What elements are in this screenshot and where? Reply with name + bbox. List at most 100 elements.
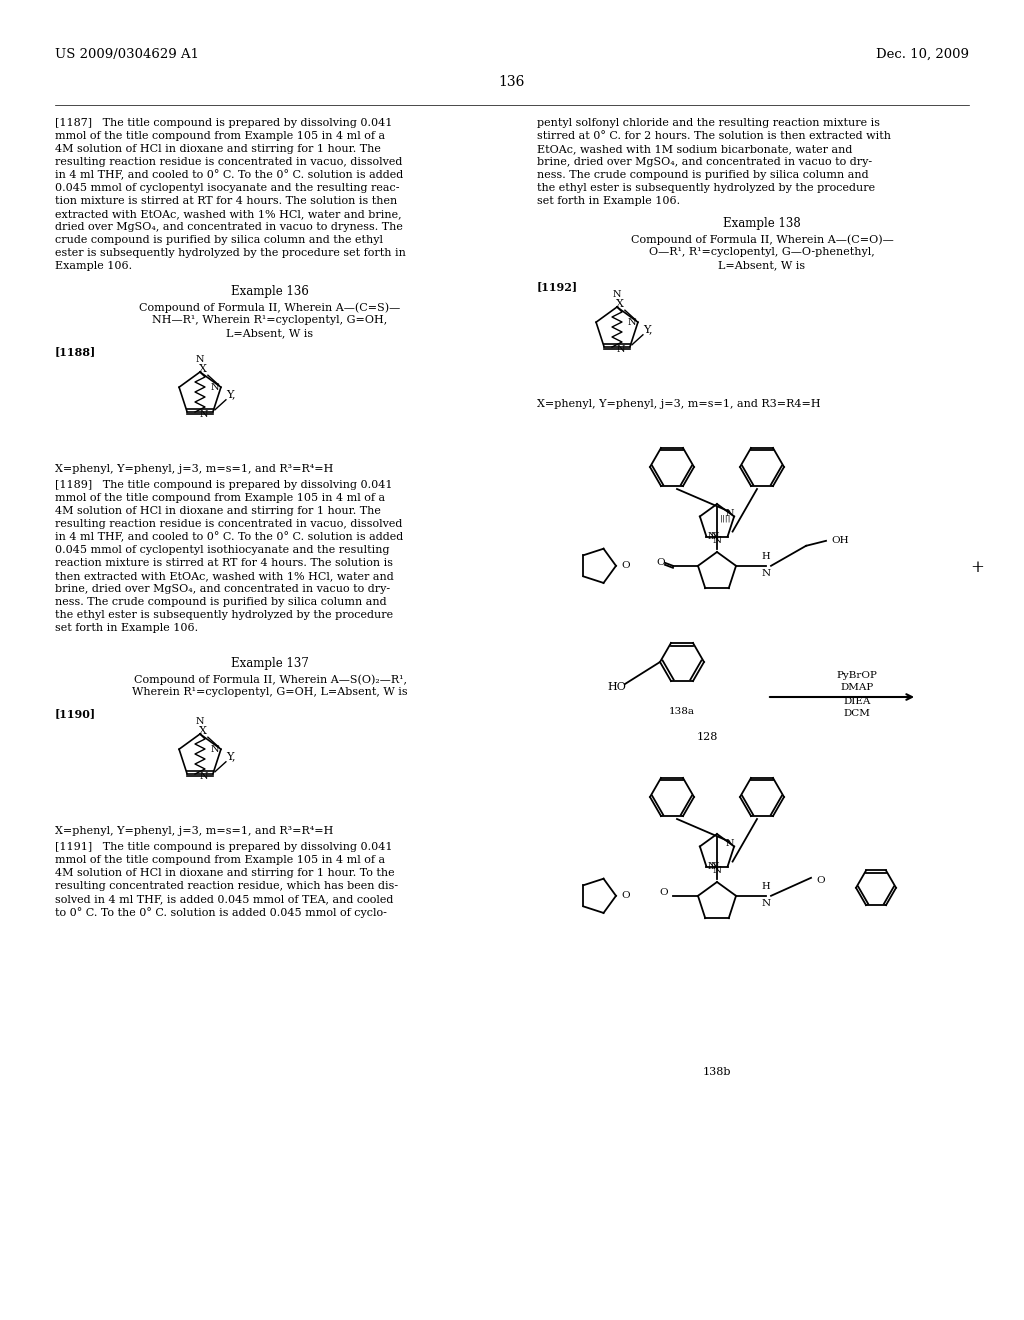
- Text: N: N: [726, 840, 734, 849]
- Text: Example 138: Example 138: [723, 216, 801, 230]
- Text: Wherein R¹=cyclopentyl, G=OH, L=Absent, W is: Wherein R¹=cyclopentyl, G=OH, L=Absent, …: [132, 686, 408, 697]
- Text: [1190]: [1190]: [55, 708, 96, 719]
- Text: NH—R¹, Wherein R¹=cyclopentyl, G=OH,: NH—R¹, Wherein R¹=cyclopentyl, G=OH,: [153, 315, 388, 325]
- Text: N: N: [196, 717, 204, 726]
- Text: N: N: [711, 532, 719, 541]
- Text: US 2009/0304629 A1: US 2009/0304629 A1: [55, 48, 199, 61]
- Text: N: N: [616, 346, 625, 354]
- Text: [1191]   The title compound is prepared by dissolving 0.041: [1191] The title compound is prepared by…: [55, 842, 392, 851]
- Text: N: N: [762, 899, 771, 908]
- Text: N: N: [713, 866, 722, 875]
- Text: Compound of Formula II, Wherein A—(C=S)—: Compound of Formula II, Wherein A—(C=S)—: [139, 302, 400, 313]
- Text: 136: 136: [499, 75, 525, 88]
- Text: 0.045 mmol of cyclopentyl isothiocyanate and the resulting: 0.045 mmol of cyclopentyl isothiocyanate…: [55, 545, 389, 554]
- Text: Compound of Formula II, Wherein A—(C=O)—: Compound of Formula II, Wherein A—(C=O)—: [631, 234, 893, 244]
- Text: crude compound is purified by silica column and the ethyl: crude compound is purified by silica col…: [55, 235, 383, 246]
- Text: 4M solution of HCl in dioxane and stirring for 1 hour. The: 4M solution of HCl in dioxane and stirri…: [55, 144, 381, 154]
- Text: [1192]: [1192]: [537, 281, 579, 292]
- Text: stirred at 0° C. for 2 hours. The solution is then extracted with: stirred at 0° C. for 2 hours. The soluti…: [537, 131, 891, 141]
- Text: mmol of the title compound from Example 105 in 4 ml of a: mmol of the title compound from Example …: [55, 492, 385, 503]
- Text: N: N: [612, 290, 622, 300]
- Text: mmol of the title compound from Example 105 in 4 ml of a: mmol of the title compound from Example …: [55, 855, 385, 865]
- Text: solved in 4 ml THF, is added 0.045 mmol of TEA, and cooled: solved in 4 ml THF, is added 0.045 mmol …: [55, 894, 393, 904]
- Text: Y,: Y,: [226, 389, 236, 399]
- Text: O: O: [659, 888, 668, 898]
- Text: X: X: [199, 364, 207, 374]
- Text: O: O: [621, 891, 630, 900]
- Text: L=Absent, W is: L=Absent, W is: [719, 260, 806, 271]
- Text: X=phenyl, Y=phenyl, j=3, m=s=1, and R3=R4=H: X=phenyl, Y=phenyl, j=3, m=s=1, and R3=R…: [537, 399, 820, 409]
- Text: the ethyl ester is subsequently hydrolyzed by the procedure: the ethyl ester is subsequently hydrolyz…: [537, 183, 876, 193]
- Text: Y,: Y,: [226, 751, 236, 760]
- Text: N: N: [200, 411, 208, 420]
- Text: pentyl solfonyl chloride and the resulting reaction mixture is: pentyl solfonyl chloride and the resulti…: [537, 117, 880, 128]
- Text: +: +: [970, 558, 984, 576]
- Text: 138a: 138a: [669, 708, 695, 715]
- Text: extracted with EtOAc, washed with 1% HCl, water and brine,: extracted with EtOAc, washed with 1% HCl…: [55, 209, 401, 219]
- Text: then extracted with EtOAc, washed with 1% HCl, water and: then extracted with EtOAc, washed with 1…: [55, 572, 394, 581]
- Text: N: N: [210, 744, 219, 754]
- Text: [1189]   The title compound is prepared by dissolving 0.041: [1189] The title compound is prepared by…: [55, 480, 392, 490]
- Text: O: O: [621, 561, 630, 570]
- Text: tion mixture is stirred at RT for 4 hours. The solution is then: tion mixture is stirred at RT for 4 hour…: [55, 195, 397, 206]
- Text: brine, dried over MgSO₄, and concentrated in vacuo to dry-: brine, dried over MgSO₄, and concentrate…: [537, 157, 872, 168]
- Text: H: H: [762, 882, 770, 891]
- Text: mmol of the title compound from Example 105 in 4 ml of a: mmol of the title compound from Example …: [55, 131, 385, 141]
- Text: N: N: [628, 318, 636, 327]
- Text: the ethyl ester is subsequently hydrolyzed by the procedure: the ethyl ester is subsequently hydrolyz…: [55, 610, 393, 620]
- Text: O: O: [816, 876, 824, 886]
- Text: N: N: [711, 862, 719, 871]
- Text: DCM: DCM: [844, 710, 870, 718]
- Text: 138b: 138b: [702, 1067, 731, 1077]
- Text: Compound of Formula II, Wherein A—S(O)₂—R¹,: Compound of Formula II, Wherein A—S(O)₂—…: [133, 675, 407, 685]
- Text: ||||: ||||: [720, 515, 731, 523]
- Text: set forth in Example 106.: set forth in Example 106.: [537, 195, 680, 206]
- Text: N: N: [708, 532, 716, 541]
- Text: brine, dried over MgSO₄, and concentrated in vacuo to dry-: brine, dried over MgSO₄, and concentrate…: [55, 583, 390, 594]
- Text: N: N: [708, 862, 716, 871]
- Text: X: X: [199, 726, 207, 737]
- Text: 0.045 mmol of cyclopentyl isocyanate and the resulting reac-: 0.045 mmol of cyclopentyl isocyanate and…: [55, 183, 399, 193]
- Text: to 0° C. To the 0° C. solution is added 0.045 mmol of cyclo-: to 0° C. To the 0° C. solution is added …: [55, 907, 387, 917]
- Text: DMAP: DMAP: [841, 684, 873, 693]
- Text: O: O: [656, 558, 665, 568]
- Text: HO: HO: [607, 682, 626, 692]
- Text: X=phenyl, Y=phenyl, j=3, m=s=1, and R³=R⁴=H: X=phenyl, Y=phenyl, j=3, m=s=1, and R³=R…: [55, 465, 334, 474]
- Text: dried over MgSO₄, and concentrated in vacuo to dryness. The: dried over MgSO₄, and concentrated in va…: [55, 222, 402, 232]
- Text: resulting reaction residue is concentrated in vacuo, dissolved: resulting reaction residue is concentrat…: [55, 519, 402, 529]
- Text: Y,: Y,: [643, 323, 652, 334]
- Text: Example 136: Example 136: [231, 285, 309, 298]
- Text: 4M solution of HCl in dioxane and stirring for 1 hour. To the: 4M solution of HCl in dioxane and stirri…: [55, 869, 394, 878]
- Text: H: H: [762, 552, 770, 561]
- Text: OH: OH: [831, 536, 849, 545]
- Text: [1188]: [1188]: [55, 346, 96, 356]
- Text: N: N: [200, 772, 208, 781]
- Text: N: N: [726, 510, 734, 519]
- Text: in 4 ml THF, and cooled to 0° C. To the 0° C. solution is added: in 4 ml THF, and cooled to 0° C. To the …: [55, 170, 403, 181]
- Text: EtOAc, washed with 1M sodium bicarbonate, water and: EtOAc, washed with 1M sodium bicarbonate…: [537, 144, 852, 154]
- Text: ester is subsequently hydrolyzed by the procedure set forth in: ester is subsequently hydrolyzed by the …: [55, 248, 406, 257]
- Text: resulting concentrated reaction residue, which has been dis-: resulting concentrated reaction residue,…: [55, 880, 398, 891]
- Text: N: N: [196, 355, 204, 364]
- Text: N: N: [713, 536, 722, 545]
- Text: PyBrOP: PyBrOP: [837, 671, 878, 680]
- Text: [1187]   The title compound is prepared by dissolving 0.041: [1187] The title compound is prepared by…: [55, 117, 392, 128]
- Text: ness. The crude compound is purified by silica column and: ness. The crude compound is purified by …: [537, 170, 868, 180]
- Text: Dec. 10, 2009: Dec. 10, 2009: [876, 48, 969, 61]
- Text: X=phenyl, Y=phenyl, j=3, m=s=1, and R³=R⁴=H: X=phenyl, Y=phenyl, j=3, m=s=1, and R³=R…: [55, 826, 334, 836]
- Text: L=Absent, W is: L=Absent, W is: [226, 327, 313, 338]
- Text: DIEA: DIEA: [844, 697, 870, 705]
- Text: N: N: [210, 383, 219, 392]
- Text: X: X: [616, 300, 624, 309]
- Text: ness. The crude compound is purified by silica column and: ness. The crude compound is purified by …: [55, 597, 387, 607]
- Text: reaction mixture is stirred at RT for 4 hours. The solution is: reaction mixture is stirred at RT for 4 …: [55, 558, 393, 568]
- Text: Example 137: Example 137: [231, 657, 309, 671]
- Text: 128: 128: [696, 733, 718, 742]
- Text: set forth in Example 106.: set forth in Example 106.: [55, 623, 198, 634]
- Text: 4M solution of HCl in dioxane and stirring for 1 hour. The: 4M solution of HCl in dioxane and stirri…: [55, 506, 381, 516]
- Text: N: N: [762, 569, 771, 578]
- Text: O—R¹, R¹=cyclopentyl, G—O-phenethyl,: O—R¹, R¹=cyclopentyl, G—O-phenethyl,: [649, 247, 874, 257]
- Text: resulting reaction residue is concentrated in vacuo, dissolved: resulting reaction residue is concentrat…: [55, 157, 402, 168]
- Text: Example 106.: Example 106.: [55, 261, 132, 271]
- Text: in 4 ml THF, and cooled to 0° C. To the 0° C. solution is added: in 4 ml THF, and cooled to 0° C. To the …: [55, 532, 403, 543]
